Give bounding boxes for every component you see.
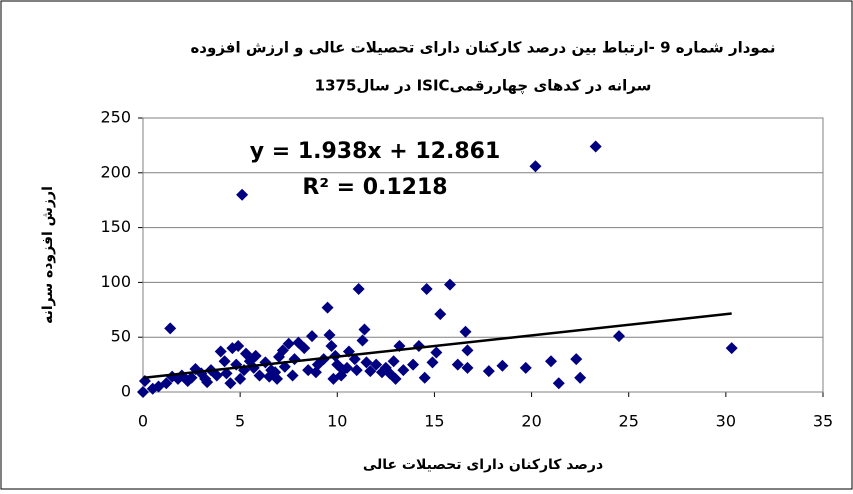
x-tick-label: 0 [138,412,148,431]
point [273,350,285,363]
point [461,361,474,374]
point [451,358,464,371]
x-tick-label: 25 [619,412,639,431]
point [434,308,447,321]
point [375,366,388,379]
trendline-equation: y = 1.938x + 12.861 [250,139,501,164]
x-axis-label: درصد کارکنان دارای تحصیلات عالی [363,457,603,473]
point [352,282,365,295]
point [220,367,233,380]
point [407,358,420,371]
point [389,372,402,385]
point [271,372,284,385]
point [461,344,474,357]
trendline [142,312,732,380]
point [358,323,371,336]
point [282,337,295,350]
point [325,339,338,352]
plot-area [142,117,824,393]
point [356,334,369,347]
point [253,369,266,382]
point [482,365,495,378]
point [360,356,373,369]
x-tick-label: 35 [813,412,833,431]
point [443,278,456,291]
point [545,355,557,368]
point [552,377,565,390]
point [341,361,353,374]
point [224,377,237,390]
point [137,386,149,398]
point [418,371,431,384]
r-squared: R² = 0.1218 [302,175,447,200]
point [164,322,177,335]
y-tick-label: 250 [100,108,131,127]
point [426,356,439,369]
point [265,364,278,377]
point [331,358,344,371]
point [459,325,472,338]
point [292,336,305,349]
point [306,330,319,343]
x-tick-label: 30 [716,412,736,431]
point [589,140,602,153]
point [218,355,231,368]
point [420,282,433,295]
point [201,376,214,389]
point [226,342,239,355]
point [397,364,410,377]
point [350,364,363,377]
point [239,347,252,360]
point [214,345,227,358]
x-tick-label: 10 [327,412,347,431]
point [574,371,587,384]
y-tick-label: 150 [100,217,131,236]
point [321,301,334,314]
y-tick-label: 0 [121,382,131,401]
point [430,346,443,359]
point [370,358,383,371]
point [323,329,336,342]
chart-subtitle: سرانه در کدهای چهاررقمیISIC در سال1375 [315,77,652,96]
point [364,365,377,378]
x-tick-label: 5 [235,412,245,431]
point [496,359,509,372]
point [234,372,247,385]
point [613,330,625,343]
point [146,382,159,395]
point [327,372,340,385]
y-axis-label: ارزش افزوده سرانه [40,186,56,324]
point [529,160,542,173]
chart-title: نمودار شماره 9 -ارتباط بین درصد کارکنان … [190,39,775,57]
point [309,366,322,379]
y-tick-label: 200 [100,162,131,181]
point [286,369,299,382]
point [570,353,583,366]
point [725,342,738,355]
x-tick-label: 20 [521,412,541,431]
y-tick-label: 100 [100,272,131,291]
point [519,361,532,374]
point [387,355,400,368]
point [236,188,249,201]
y-tick-label: 50 [111,327,131,346]
x-tick-label: 15 [424,412,444,431]
